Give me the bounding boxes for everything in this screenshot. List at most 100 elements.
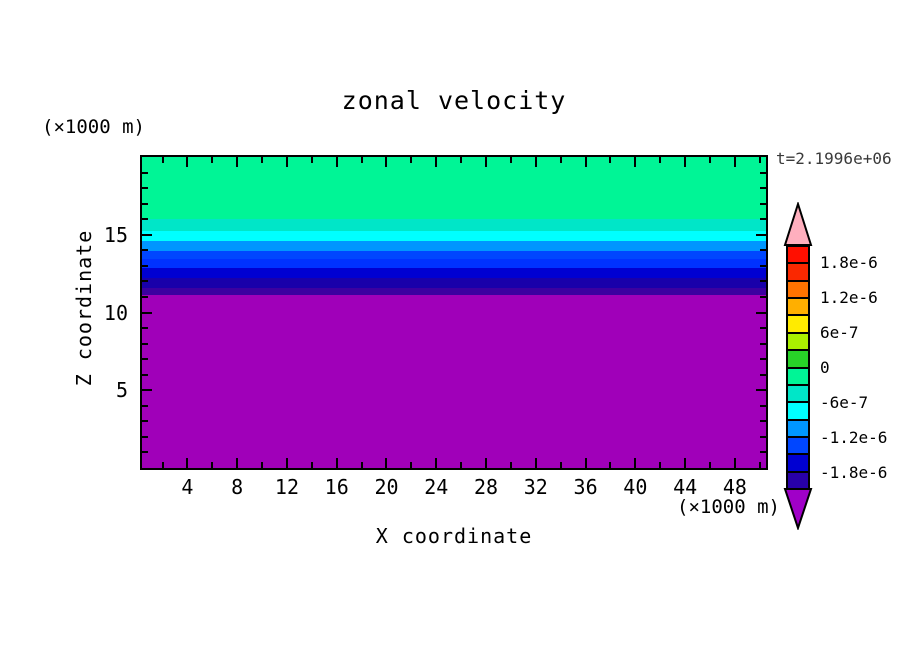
x-tick-mark bbox=[634, 157, 637, 167]
z-tick-mark bbox=[756, 311, 766, 314]
x-tick-label: 48 bbox=[722, 475, 747, 499]
z-tick-mark bbox=[142, 202, 148, 205]
colorbar-segment bbox=[788, 472, 808, 489]
x-tick-mark bbox=[509, 462, 512, 468]
x-tick-label: 44 bbox=[673, 475, 698, 499]
contour-band bbox=[142, 231, 766, 241]
z-tick-mark bbox=[142, 264, 148, 267]
contour-band bbox=[142, 240, 766, 251]
colorbar-segment bbox=[788, 385, 808, 404]
x-tick-mark bbox=[385, 157, 388, 167]
z-tick-label: 5 bbox=[115, 378, 128, 403]
contour-band bbox=[142, 157, 766, 220]
x-tick-mark bbox=[534, 157, 537, 167]
z-tick-mark bbox=[142, 233, 152, 236]
z-tick-mark bbox=[142, 451, 148, 454]
x-tick-mark bbox=[360, 462, 363, 468]
z-tick-mark bbox=[760, 435, 766, 438]
x-tick-mark bbox=[609, 462, 612, 468]
x-tick-label: 12 bbox=[274, 475, 299, 499]
x-tick-mark bbox=[335, 458, 338, 468]
x-tick-mark bbox=[534, 458, 537, 468]
x-tick-mark bbox=[236, 458, 239, 468]
x-tick-mark bbox=[360, 157, 363, 163]
x-tick-mark bbox=[410, 462, 413, 468]
z-tick-mark bbox=[760, 218, 766, 221]
z-tick-mark bbox=[142, 295, 148, 298]
z-tick-mark bbox=[142, 327, 148, 330]
x-tick-mark bbox=[659, 462, 662, 468]
x-axis-unit-label: (×1000 m) bbox=[677, 496, 780, 518]
x-tick-mark bbox=[285, 157, 288, 167]
x-tick-mark bbox=[385, 458, 388, 468]
x-tick-mark bbox=[684, 458, 687, 468]
z-tick-mark bbox=[756, 233, 766, 236]
colorbar-under-arrow bbox=[783, 488, 813, 530]
x-tick-mark bbox=[609, 157, 612, 163]
colorbar-segment bbox=[788, 299, 808, 317]
x-tick-mark bbox=[733, 157, 736, 167]
x-tick-mark bbox=[435, 157, 438, 167]
x-tick-mark bbox=[559, 157, 562, 163]
colorbar-segment bbox=[788, 420, 808, 438]
colorbar-tick-label: -6e-7 bbox=[820, 392, 869, 412]
x-tick-mark bbox=[211, 157, 214, 163]
z-tick-mark bbox=[760, 187, 766, 190]
z-tick-mark bbox=[760, 404, 766, 407]
x-tick-mark bbox=[659, 157, 662, 163]
x-tick-mark bbox=[733, 458, 736, 468]
contour-band bbox=[142, 295, 766, 468]
colorbar-tick-label: 1.8e-6 bbox=[820, 252, 878, 272]
x-tick-mark bbox=[186, 157, 189, 167]
x-tick-mark bbox=[758, 157, 761, 163]
colorbar-segment bbox=[788, 368, 808, 386]
z-tick-label: 15 bbox=[103, 222, 128, 247]
z-tick-mark bbox=[756, 389, 766, 392]
x-tick-label: 24 bbox=[424, 475, 449, 499]
x-tick-mark bbox=[460, 157, 463, 163]
x-tick-mark bbox=[709, 157, 711, 163]
y-axis-unit-label: (×1000 m) bbox=[42, 116, 145, 138]
x-tick-mark bbox=[435, 458, 438, 468]
z-tick-mark bbox=[142, 342, 148, 345]
colorbar-segment bbox=[788, 403, 808, 421]
contour-band bbox=[142, 219, 766, 231]
x-tick-mark bbox=[684, 157, 687, 167]
colorbar-segment bbox=[788, 281, 808, 300]
x-tick-mark bbox=[634, 458, 637, 468]
x-tick-mark bbox=[186, 458, 189, 468]
x-tick-mark bbox=[161, 462, 164, 468]
z-tick-mark bbox=[760, 358, 766, 361]
chart-title: zonal velocity bbox=[341, 86, 567, 115]
x-tick-mark bbox=[211, 462, 214, 468]
contour-band bbox=[142, 250, 766, 259]
z-tick-mark bbox=[142, 187, 148, 190]
x-tick-mark bbox=[509, 157, 512, 163]
colorbar-segment bbox=[788, 247, 808, 265]
x-tick-mark bbox=[584, 458, 587, 468]
colorbar-tick-label: 1.2e-6 bbox=[820, 287, 878, 307]
x-tick-label: 8 bbox=[231, 475, 244, 499]
contour-band bbox=[142, 288, 766, 296]
x-tick-label: 16 bbox=[324, 475, 349, 499]
z-tick-mark bbox=[142, 373, 148, 376]
z-tick-mark bbox=[142, 311, 152, 314]
x-tick-mark bbox=[261, 157, 264, 163]
z-tick-mark bbox=[142, 389, 152, 392]
z-tick-mark bbox=[142, 420, 148, 423]
x-tick-mark bbox=[758, 462, 761, 468]
z-tick-mark bbox=[760, 264, 766, 267]
z-tick-mark bbox=[142, 358, 148, 361]
x-tick-label: 32 bbox=[523, 475, 548, 499]
z-tick-mark bbox=[142, 435, 148, 438]
z-tick-mark bbox=[142, 171, 148, 174]
x-tick-mark bbox=[485, 458, 488, 468]
z-tick-mark bbox=[760, 451, 766, 454]
x-tick-mark bbox=[261, 462, 264, 468]
z-tick-mark bbox=[760, 327, 766, 330]
x-tick-mark bbox=[310, 462, 313, 468]
colorbar-segment bbox=[788, 316, 808, 334]
x-tick-mark bbox=[460, 462, 463, 468]
colorbar-tick-label: -1.8e-6 bbox=[820, 462, 888, 482]
